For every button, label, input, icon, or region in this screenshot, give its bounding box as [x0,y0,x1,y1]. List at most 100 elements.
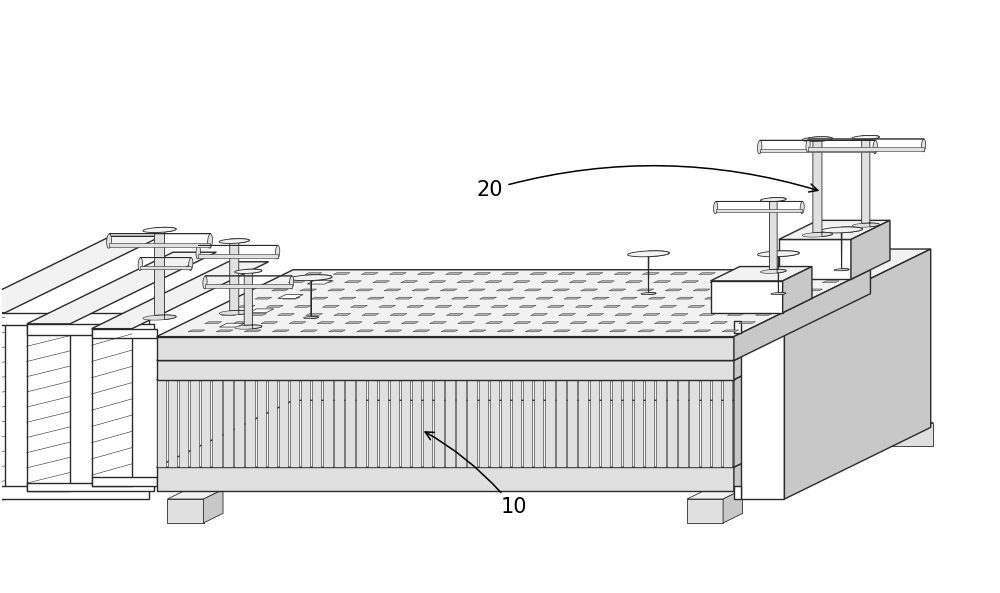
Polygon shape [512,380,521,467]
Polygon shape [250,314,266,315]
Polygon shape [530,273,547,275]
Polygon shape [435,305,452,307]
Polygon shape [266,305,283,307]
Polygon shape [490,313,636,380]
Polygon shape [744,305,761,307]
Polygon shape [109,243,210,247]
Polygon shape [167,499,204,523]
Polygon shape [687,499,723,523]
Polygon shape [701,380,710,467]
Polygon shape [834,269,849,271]
Polygon shape [794,280,811,283]
Polygon shape [216,330,233,332]
Polygon shape [311,275,332,318]
Polygon shape [671,314,688,315]
Polygon shape [334,314,351,315]
Polygon shape [615,314,632,315]
Polygon shape [766,280,783,283]
Polygon shape [553,330,570,332]
Polygon shape [261,322,278,324]
Polygon shape [384,289,401,291]
Polygon shape [157,467,734,491]
Polygon shape [802,423,933,466]
Polygon shape [157,337,734,361]
Polygon shape [479,313,625,380]
Polygon shape [351,305,367,307]
Polygon shape [395,297,412,299]
Polygon shape [457,280,474,283]
Polygon shape [627,251,670,257]
Polygon shape [334,313,480,380]
Polygon shape [235,325,262,329]
Polygon shape [230,238,249,315]
Polygon shape [234,313,380,380]
Polygon shape [623,380,632,467]
Polygon shape [306,314,323,315]
Polygon shape [468,289,485,291]
Polygon shape [418,314,435,315]
Polygon shape [688,305,705,307]
Polygon shape [317,322,334,324]
Polygon shape [333,273,350,275]
Polygon shape [92,262,269,329]
Polygon shape [806,289,823,291]
Polygon shape [323,380,333,467]
Polygon shape [301,380,310,467]
Polygon shape [541,280,558,283]
Polygon shape [379,313,525,380]
Polygon shape [601,313,747,380]
Polygon shape [345,380,355,467]
Polygon shape [300,330,317,332]
Polygon shape [558,273,575,275]
Polygon shape [699,314,716,315]
Polygon shape [201,380,210,467]
Polygon shape [401,280,418,283]
Polygon shape [300,289,317,291]
Polygon shape [469,330,486,332]
Polygon shape [564,297,581,299]
Polygon shape [155,227,176,320]
Polygon shape [503,314,519,315]
Polygon shape [741,249,931,321]
Polygon shape [808,148,924,151]
Polygon shape [749,289,766,291]
Polygon shape [458,322,475,324]
Polygon shape [446,314,463,315]
Polygon shape [234,380,244,467]
Polygon shape [502,273,519,275]
Polygon shape [575,305,592,307]
Polygon shape [389,273,406,275]
Polygon shape [361,273,378,275]
Polygon shape [223,313,369,380]
Polygon shape [257,313,402,380]
Polygon shape [712,380,721,467]
Polygon shape [722,330,739,332]
Polygon shape [643,314,660,315]
Polygon shape [612,380,621,467]
Polygon shape [754,295,779,298]
Polygon shape [784,249,931,499]
Polygon shape [523,313,669,380]
Polygon shape [660,305,677,307]
Polygon shape [725,309,750,313]
Polygon shape [373,322,390,324]
Polygon shape [769,197,786,273]
Polygon shape [307,280,332,284]
Polygon shape [757,251,799,257]
Polygon shape [525,289,541,291]
Polygon shape [385,330,402,332]
Polygon shape [559,314,576,315]
Polygon shape [312,380,321,467]
Polygon shape [738,280,755,283]
Polygon shape [581,330,598,332]
Polygon shape [92,329,132,486]
Polygon shape [212,380,222,467]
Polygon shape [570,322,587,324]
Polygon shape [734,486,741,499]
Polygon shape [497,330,514,332]
Polygon shape [716,209,802,212]
Polygon shape [289,322,306,324]
Polygon shape [667,380,677,467]
Polygon shape [921,139,926,152]
Polygon shape [694,330,711,332]
